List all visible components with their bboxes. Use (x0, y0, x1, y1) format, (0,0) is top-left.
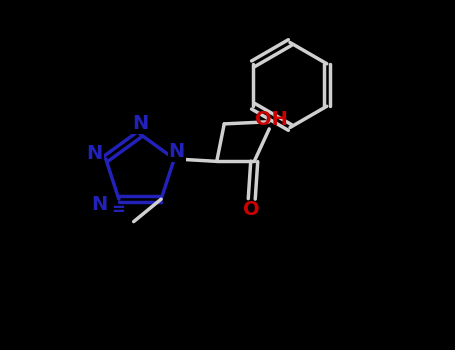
Text: N: N (91, 195, 108, 214)
Text: =: = (111, 201, 125, 219)
Text: N: N (132, 114, 148, 133)
Text: N: N (86, 145, 103, 163)
Text: N: N (169, 142, 185, 161)
Text: OH: OH (255, 110, 288, 130)
Text: O: O (243, 201, 260, 219)
